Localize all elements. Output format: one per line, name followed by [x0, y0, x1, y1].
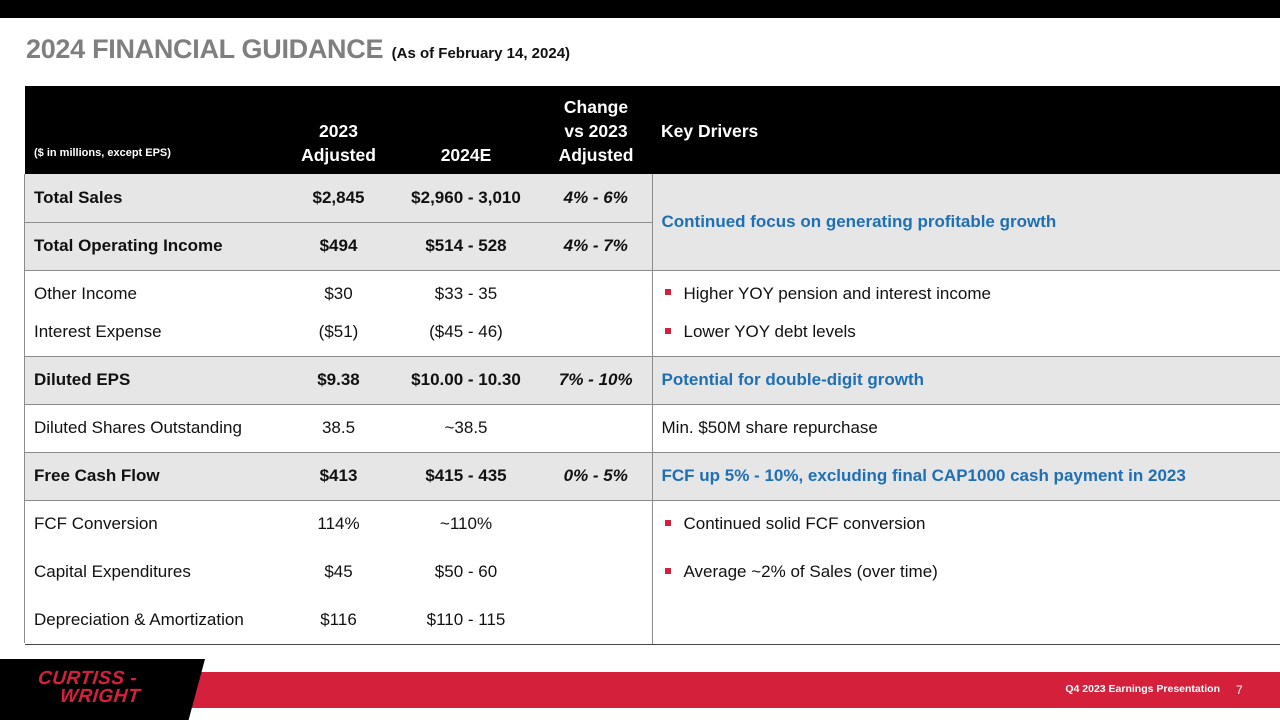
row-label: Diluted Shares Outstanding [25, 404, 285, 453]
footer-logo-panel [0, 659, 205, 720]
value-2024e: ~38.5 [392, 404, 540, 453]
footer-bar [0, 672, 1280, 708]
header-2024e: 2024E [440, 145, 492, 165]
bullet-icon [664, 289, 671, 296]
driver-shares: Min. $50M share repurchase [651, 404, 1280, 453]
value-change [540, 404, 652, 453]
presentation-name: Q4 2023 Earnings Presentation [1065, 683, 1220, 695]
header-key-drivers: Key Drivers [661, 120, 759, 141]
value-2024e: $415 - 435 [392, 452, 540, 501]
value-2023: $9.38 [285, 356, 392, 405]
value-2023: ($51) [285, 313, 392, 357]
title-date: (As of February 14, 2024) [391, 45, 571, 62]
driver-interest: Lower YOY debt levels [651, 313, 1280, 357]
row-label: Interest Expense [25, 313, 285, 357]
table-header-row: ($ in millions, except EPS) 2023 Adjuste… [25, 86, 1280, 174]
driver-fcf: FCF up 5% - 10%, excluding final CAP1000… [651, 452, 1280, 501]
value-2024e: $50 - 60 [434, 562, 498, 581]
table-row: FCF Conversion 114% ~110% Continued soli… [25, 500, 1280, 548]
value-change: 0% - 5% [540, 452, 652, 501]
value-2024e: $2,960 - 3,010 [392, 174, 540, 223]
table-row: Diluted EPS $9.38 $10.00 - 10.30 7% - 10… [25, 356, 1280, 405]
value-change [540, 596, 652, 645]
logo-line-2: WRIGHT [58, 686, 142, 707]
value-2023: $116 [285, 596, 392, 645]
page-title: 2024 FINANCIAL GUIDANCE (As of February … [26, 34, 570, 65]
title-main: 2024 FINANCIAL GUIDANCE [26, 34, 384, 64]
row-label: Diluted EPS [25, 356, 285, 405]
driver-profitable-growth: Continued focus on generating profitable… [651, 174, 1280, 271]
driver-capex: Average ~2% of Sales (over time) [651, 548, 1280, 596]
value-2024e: $33 - 35 [434, 283, 498, 303]
value-2024e: ~110% [439, 514, 493, 534]
value-2023: $413 [285, 452, 392, 501]
row-label: Depreciation & Amortization [25, 596, 285, 645]
driver-fcf-conversion: Continued solid FCF conversion [651, 500, 1280, 548]
header-2023: 2023 Adjusted [301, 121, 376, 165]
value-2023: $30 [324, 283, 353, 303]
header-units: ($ in millions, except EPS) [34, 147, 171, 159]
top-bar [0, 0, 1280, 18]
value-2024e: $10.00 - 10.30 [392, 356, 540, 405]
row-label: FCF Conversion [34, 514, 158, 534]
value-2023: $2,845 [285, 174, 392, 223]
driver-empty [651, 596, 1280, 645]
bullet-icon [664, 519, 671, 526]
row-label: Free Cash Flow [25, 452, 285, 501]
guidance-table: ($ in millions, except EPS) 2023 Adjuste… [25, 86, 1280, 645]
value-2024e: $514 - 528 [392, 222, 540, 271]
row-label: Total Sales [25, 174, 285, 223]
row-label: Total Operating Income [25, 222, 285, 271]
table-row: Other Income $30 $33 - 35 Higher YOY pen… [25, 270, 1280, 313]
table-row: Total Sales $2,845 $2,960 - 3,010 4% - 6… [25, 174, 1280, 271]
curtiss-wright-logo: CURTISS - WRIGHT [37, 668, 178, 714]
value-2024e: $110 - 115 [392, 596, 540, 645]
table-row: Depreciation & Amortization $116 $110 - … [25, 596, 1280, 645]
value-2023: 38.5 [285, 404, 392, 453]
row-label: Other Income [34, 283, 137, 303]
value-2023: $45 [324, 562, 353, 581]
header-change: Change vs 2023 Adjusted [558, 97, 634, 165]
bullet-icon [664, 327, 671, 334]
page-number: 7 [1236, 683, 1243, 697]
value-change: 7% - 10% [540, 356, 652, 405]
table-row: Diluted Shares Outstanding 38.5 ~38.5 Mi… [25, 404, 1280, 453]
value-change [540, 270, 652, 313]
driver-other-income: Higher YOY pension and interest income [651, 270, 1280, 313]
bullet-icon [664, 567, 671, 574]
table-row: Interest Expense ($51) ($45 - 46) Lower … [25, 313, 1280, 357]
value-change [540, 500, 652, 548]
table-row: Total Operating Income $494 $514 - 528 4… [25, 222, 1280, 271]
value-change [540, 548, 652, 596]
value-change: 4% - 6% [540, 174, 652, 223]
value-2023: 114% [317, 514, 360, 534]
value-change: 4% - 7% [540, 222, 652, 271]
value-change [540, 313, 652, 357]
value-2023: $494 [285, 222, 392, 271]
row-label: Capital Expenditures [34, 562, 191, 581]
table-left-border [24, 174, 25, 643]
driver-eps: Potential for double-digit growth [651, 356, 1280, 405]
table-row: Free Cash Flow $413 $415 - 435 0% - 5% F… [25, 452, 1280, 501]
value-2024e: ($45 - 46) [392, 313, 540, 357]
table-row: Capital Expenditures $45 $50 - 60 Averag… [25, 548, 1280, 596]
